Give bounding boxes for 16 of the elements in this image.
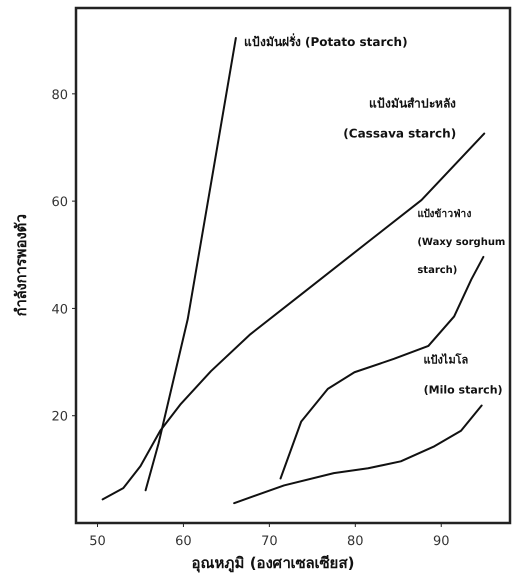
text: แป้งข้าวฟ่าง (Waxy sorghum starch) (417, 208, 506, 276)
y-tick-label: 80 (51, 88, 68, 103)
x-tick-label: 50 (89, 534, 106, 549)
text: แป้งมันสำปะหลัง (Cassava starch) (343, 96, 456, 141)
line-series (233, 404, 483, 504)
text: แป้งไมโล (Milo starch) (424, 354, 503, 397)
y-tick-label: 40 (51, 302, 68, 318)
x-tick-label: 60 (175, 534, 192, 549)
y-axis-title: กำลังการพองตัว (12, 214, 30, 316)
series-label: แป้งมันฝรั่ง (Potato starch) (244, 33, 408, 50)
y-tick-label: 20 (51, 410, 68, 425)
x-axis-title: อุณหภูมิ (องศาเซลเซียส) (192, 554, 354, 573)
x-tick-label: 80 (347, 534, 364, 549)
x-tick-label: 70 (261, 534, 278, 549)
y-tick-label: 60 (51, 195, 68, 210)
x-tick-label: 90 (432, 534, 450, 549)
